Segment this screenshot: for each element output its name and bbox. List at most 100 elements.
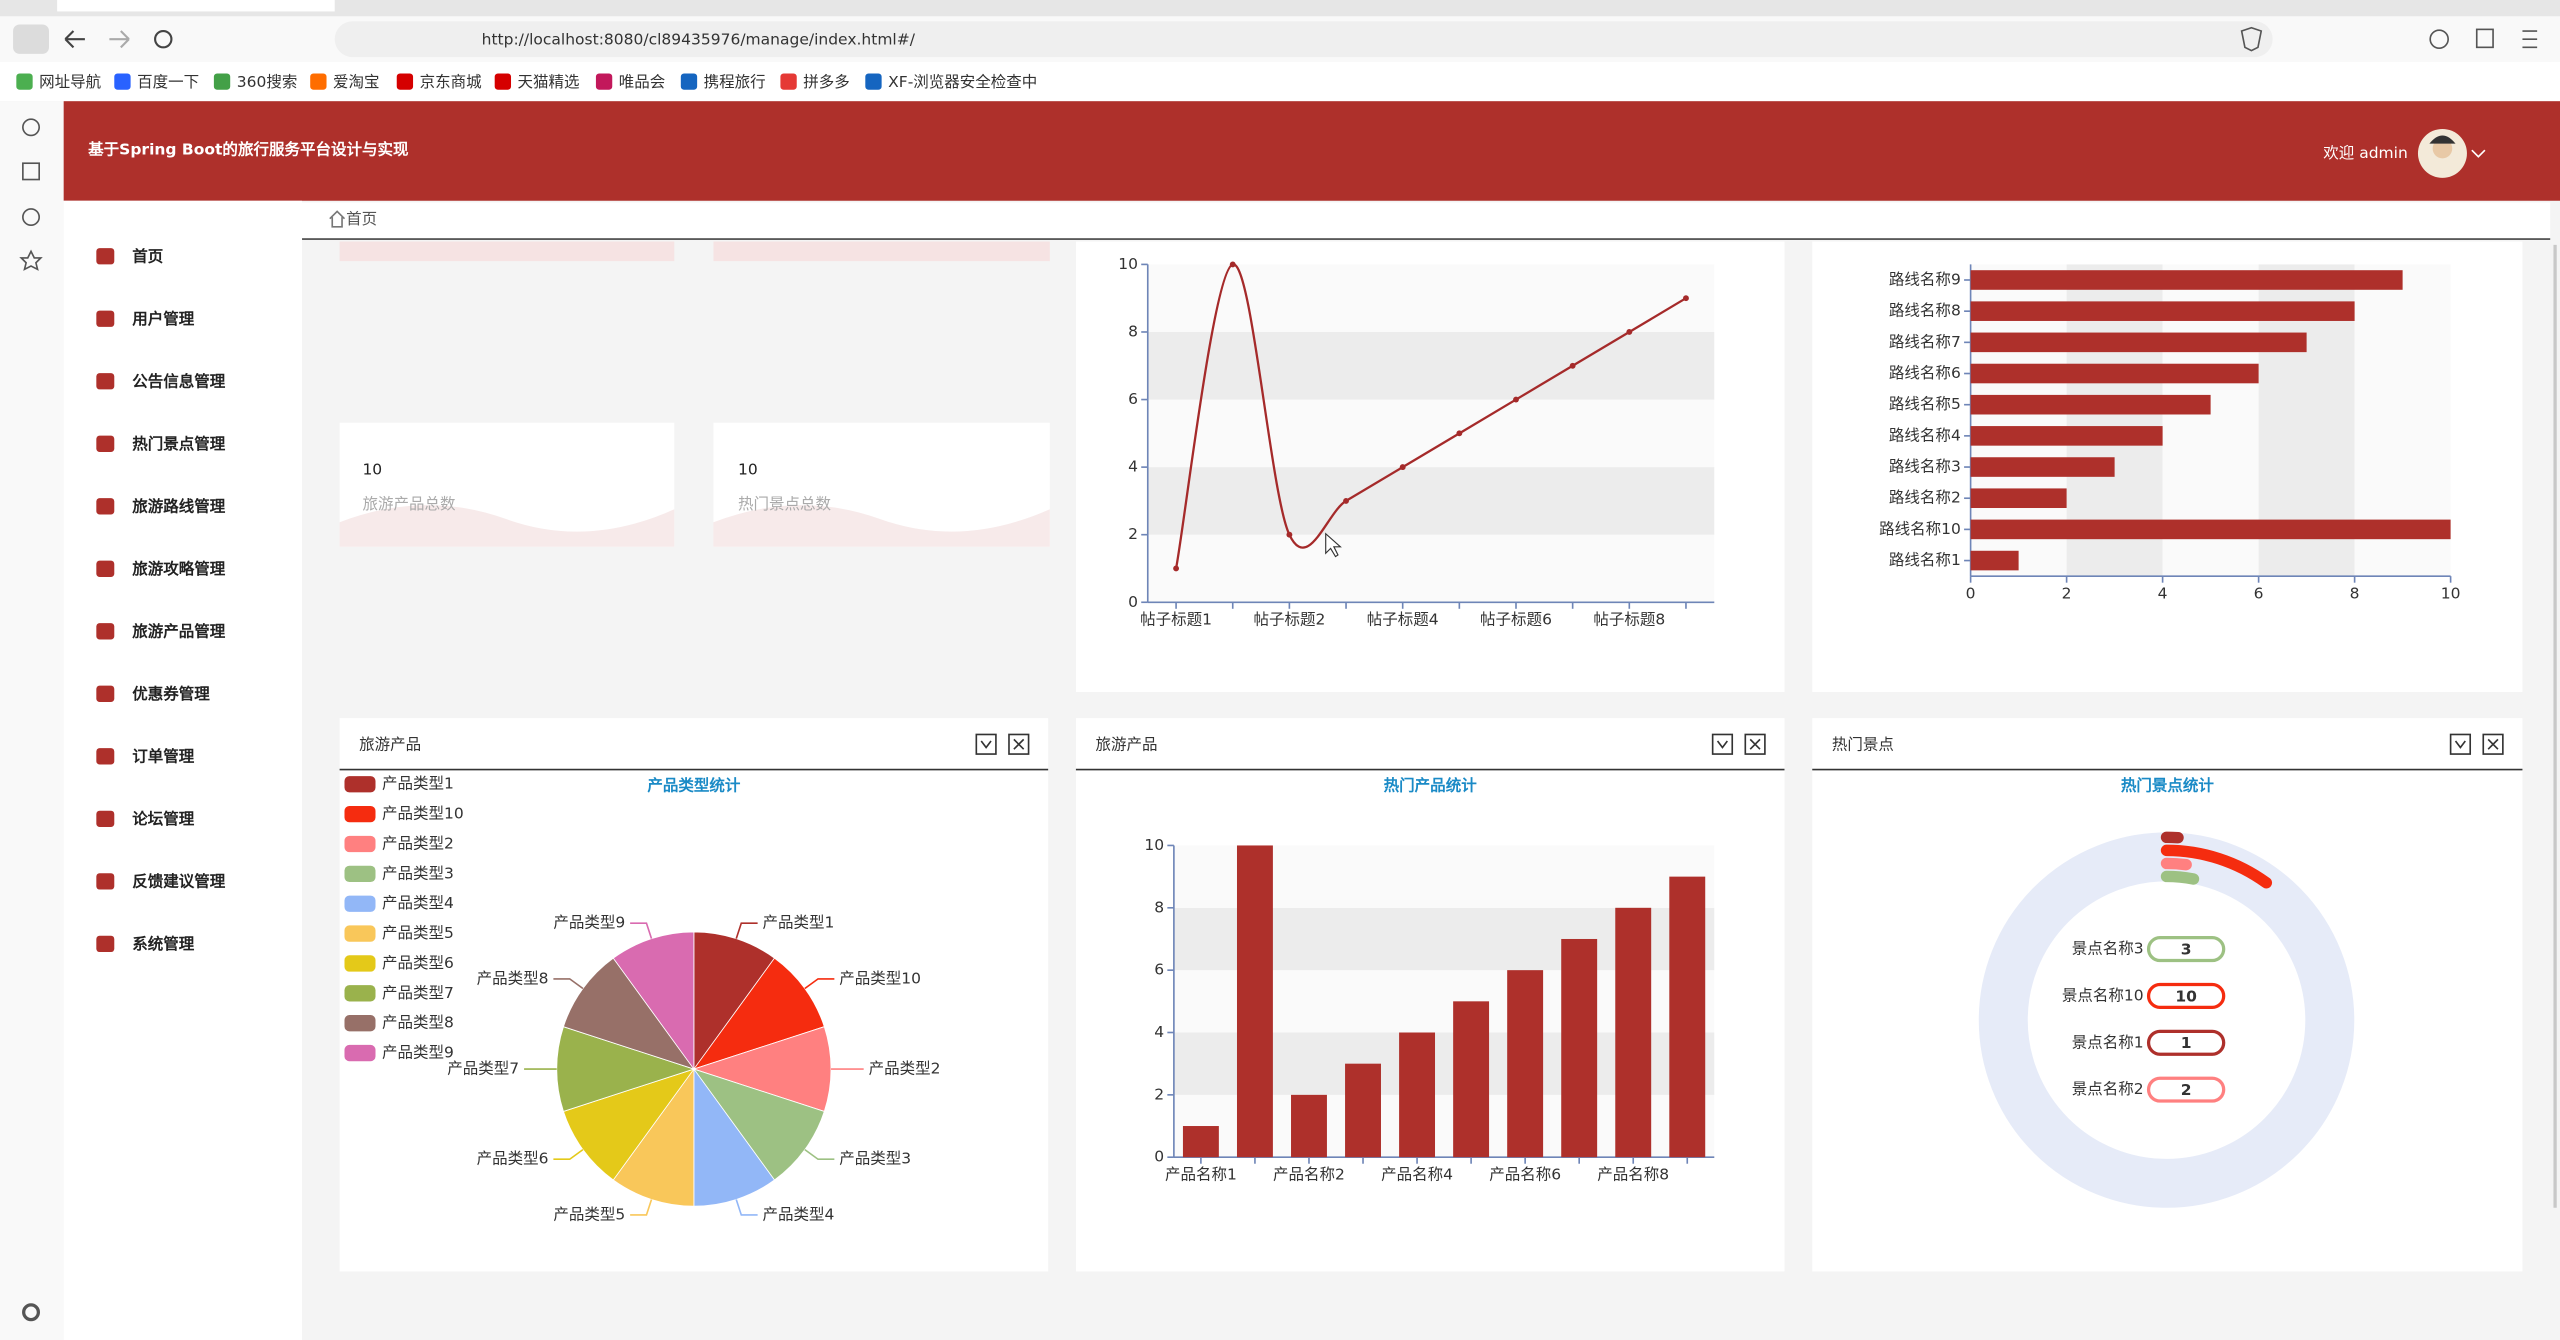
menu-item[interactable]: 热门景点管理 bbox=[132, 434, 226, 453]
y-tick-label: 10 bbox=[1144, 836, 1164, 854]
bookmark[interactable]: 天猫精选 bbox=[518, 73, 580, 91]
legend-label[interactable]: 产品类型5 bbox=[382, 924, 454, 942]
legend-swatch[interactable] bbox=[344, 895, 376, 912]
legend-swatch[interactable] bbox=[344, 1044, 376, 1062]
radial-bar bbox=[2160, 857, 2192, 871]
welcome-user[interactable]: 欢迎 admin bbox=[2323, 144, 2408, 162]
menu-item[interactable]: 公告信息管理 bbox=[132, 372, 226, 391]
breadcrumb[interactable]: 首页 bbox=[346, 210, 377, 228]
y-tick-label: 0 bbox=[1154, 1148, 1164, 1166]
y-tick-label: 6 bbox=[1128, 390, 1138, 408]
collapse-button[interactable] bbox=[975, 733, 997, 755]
back-button[interactable] bbox=[64, 30, 85, 49]
bar bbox=[1970, 332, 2307, 353]
bookmark[interactable]: 网址导航 bbox=[39, 73, 101, 91]
legend-swatch[interactable] bbox=[344, 1015, 376, 1032]
pie-slice bbox=[556, 1026, 696, 1112]
pie-label: 产品类型8 bbox=[477, 969, 549, 987]
legend-label[interactable]: 产品类型1 bbox=[382, 775, 454, 793]
panel-title: 热门景点 bbox=[1832, 736, 1894, 754]
bookmark[interactable]: 京东商城 bbox=[420, 73, 483, 91]
y-tick-label: 2 bbox=[1128, 525, 1138, 543]
menu-icon[interactable] bbox=[2522, 30, 2538, 49]
legend-swatch[interactable] bbox=[344, 835, 376, 853]
close-button[interactable] bbox=[1008, 733, 1030, 755]
url-text[interactable]: http://localhost:8080/cl89435976/manage/… bbox=[482, 30, 916, 48]
button-glyph bbox=[980, 740, 992, 749]
collapse-button[interactable] bbox=[2449, 733, 2472, 755]
x-tick-label: 产品名称6 bbox=[1489, 1166, 1561, 1184]
side-icon[interactable] bbox=[22, 118, 40, 137]
bookmark[interactable]: 百度一下 bbox=[137, 73, 199, 91]
bookmark-icon bbox=[680, 73, 698, 90]
menu-item[interactable]: 旅游攻略管理 bbox=[132, 559, 226, 578]
menu-item[interactable]: 优惠券管理 bbox=[132, 684, 210, 703]
line-point bbox=[1229, 261, 1236, 268]
stat-label: 热门景点总数 bbox=[738, 495, 832, 513]
collapse-button[interactable] bbox=[1711, 733, 1734, 755]
bookmark-icon bbox=[595, 73, 613, 90]
settings-icon[interactable] bbox=[22, 1303, 40, 1322]
legend-swatch[interactable] bbox=[344, 805, 376, 823]
menu-item[interactable]: 旅游路线管理 bbox=[132, 497, 226, 516]
side-icon[interactable] bbox=[22, 162, 40, 181]
y-tick-label: 路线名称10 bbox=[1879, 520, 1961, 538]
tab[interactable] bbox=[57, 0, 335, 12]
legend-swatch[interactable] bbox=[344, 925, 376, 942]
x-tick-label: 产品名称8 bbox=[1597, 1166, 1669, 1184]
x-tick-label: 6 bbox=[2254, 585, 2264, 603]
app-title: 基于Spring Boot的旅行服务平台设计与实现 bbox=[87, 140, 409, 159]
bookmark[interactable]: 拼多多 bbox=[803, 73, 850, 91]
legend-label[interactable]: 产品类型7 bbox=[382, 984, 454, 1002]
line-point bbox=[1173, 565, 1180, 572]
menu-item[interactable]: 订单管理 bbox=[132, 747, 195, 766]
line-point bbox=[1456, 430, 1463, 437]
home-icon bbox=[329, 210, 346, 228]
close-button[interactable] bbox=[1744, 733, 1766, 755]
pie-slice bbox=[562, 1068, 695, 1181]
legend-label[interactable]: 产品类型9 bbox=[382, 1044, 454, 1062]
bookmark[interactable]: 唯品会 bbox=[619, 73, 666, 91]
bookmark[interactable]: XF-浏览器安全检查中 bbox=[888, 73, 1037, 91]
forward-button[interactable] bbox=[109, 30, 130, 49]
favorite-icon[interactable] bbox=[2240, 26, 2263, 52]
radial-value: 10 bbox=[2175, 987, 2197, 1005]
legend-swatch[interactable] bbox=[344, 776, 376, 793]
legend-swatch[interactable] bbox=[344, 985, 376, 1002]
side-icon[interactable] bbox=[19, 249, 43, 271]
sidebar-toggle[interactable] bbox=[13, 24, 49, 54]
legend-label[interactable]: 产品类型10 bbox=[382, 805, 464, 823]
menu-item[interactable]: 首页 bbox=[132, 247, 163, 266]
menu-icon bbox=[96, 748, 115, 765]
user-dropdown[interactable] bbox=[2471, 149, 2486, 158]
menu-item[interactable]: 系统管理 bbox=[132, 934, 195, 953]
radial-label: 景点名称2 bbox=[2072, 1080, 2144, 1098]
legend-label[interactable]: 产品类型4 bbox=[382, 894, 454, 912]
reload-button[interactable] bbox=[154, 29, 173, 49]
address-bar[interactable] bbox=[334, 21, 2273, 58]
legend-label[interactable]: 产品类型2 bbox=[382, 834, 454, 852]
legend-label[interactable]: 产品类型8 bbox=[382, 1014, 454, 1032]
legend-label[interactable]: 产品类型6 bbox=[382, 954, 454, 972]
menu-item[interactable]: 反馈建议管理 bbox=[132, 872, 226, 891]
x-tick-label: 产品名称2 bbox=[1273, 1166, 1345, 1184]
menu-icon bbox=[96, 873, 115, 890]
close-button[interactable] bbox=[2482, 733, 2504, 755]
menu-item[interactable]: 论坛管理 bbox=[132, 809, 195, 828]
split-area bbox=[1147, 467, 1715, 535]
menu-item[interactable]: 旅游产品管理 bbox=[132, 622, 226, 641]
pie-leader bbox=[735, 922, 758, 939]
legend-swatch[interactable] bbox=[344, 865, 376, 883]
legend-swatch[interactable] bbox=[344, 955, 376, 972]
menu-item[interactable]: 用户管理 bbox=[132, 309, 195, 328]
legend-label[interactable]: 产品类型3 bbox=[382, 864, 454, 882]
bookmark[interactable]: 爱淘宝 bbox=[333, 73, 380, 91]
extensions-icon[interactable] bbox=[2475, 28, 2494, 49]
bookmark[interactable]: 360搜索 bbox=[237, 73, 298, 91]
bookmark[interactable]: 携程旅行 bbox=[704, 73, 766, 91]
pie-label: 产品类型2 bbox=[869, 1060, 941, 1078]
side-icon[interactable] bbox=[22, 208, 40, 227]
profile-icon[interactable] bbox=[2429, 29, 2449, 49]
bar bbox=[1182, 1126, 1219, 1158]
